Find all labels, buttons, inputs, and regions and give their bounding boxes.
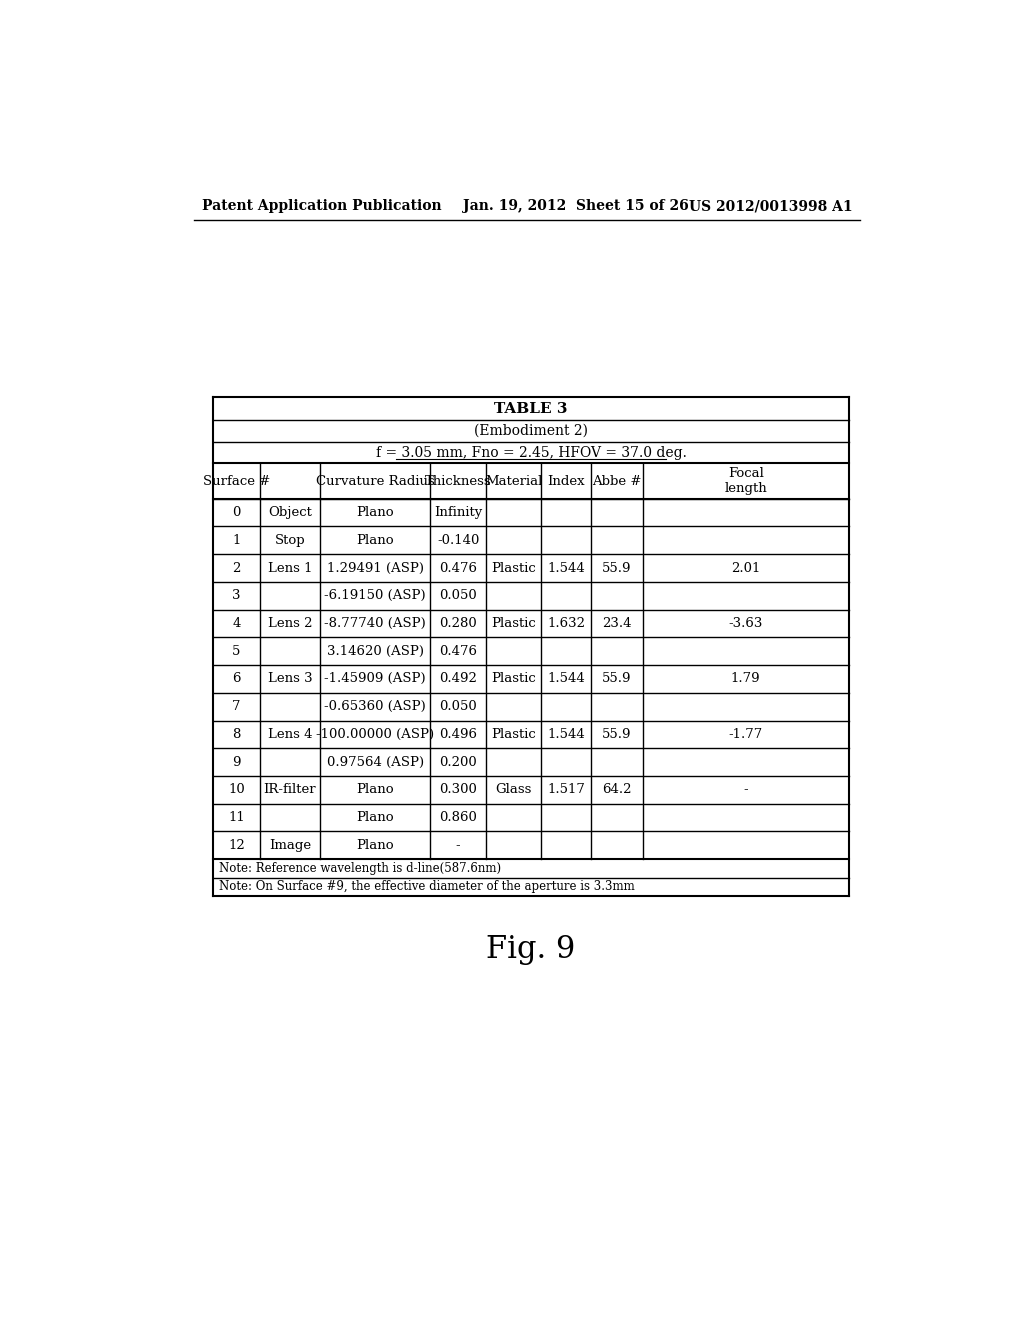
Text: IR-filter: IR-filter [263, 783, 316, 796]
Text: -3.63: -3.63 [728, 616, 763, 630]
Text: Stop: Stop [274, 533, 305, 546]
Text: US 2012/0013998 A1: US 2012/0013998 A1 [689, 199, 853, 213]
Text: f = 3.05 mm, Fno = 2.45, HFOV = 37.0 deg.: f = 3.05 mm, Fno = 2.45, HFOV = 37.0 deg… [376, 446, 686, 459]
Text: 0.476: 0.476 [439, 644, 477, 657]
Text: 55.9: 55.9 [602, 561, 632, 574]
Text: -6.19150 (ASP): -6.19150 (ASP) [325, 589, 426, 602]
Text: Lens 2: Lens 2 [267, 616, 312, 630]
Text: -1.77: -1.77 [728, 727, 763, 741]
Text: 0.300: 0.300 [439, 783, 477, 796]
Text: Plastic: Plastic [492, 672, 536, 685]
Text: Index: Index [548, 474, 585, 487]
Text: 1.29491 (ASP): 1.29491 (ASP) [327, 561, 424, 574]
Text: 0.200: 0.200 [439, 755, 477, 768]
Text: 0: 0 [232, 506, 241, 519]
Text: Infinity: Infinity [434, 506, 482, 519]
Text: Abbe #: Abbe # [592, 474, 642, 487]
Text: 1.544: 1.544 [548, 672, 585, 685]
Text: -: - [743, 783, 748, 796]
Text: 64.2: 64.2 [602, 783, 632, 796]
Text: 9: 9 [232, 755, 241, 768]
Text: 0.050: 0.050 [439, 589, 477, 602]
Text: 12: 12 [228, 838, 245, 851]
Text: 11: 11 [228, 810, 245, 824]
Text: 1: 1 [232, 533, 241, 546]
Text: 0.492: 0.492 [439, 672, 477, 685]
Text: -0.140: -0.140 [437, 533, 479, 546]
Text: Focal
length: Focal length [724, 467, 767, 495]
Text: TABLE 3: TABLE 3 [495, 401, 567, 416]
Text: Lens 1: Lens 1 [267, 561, 312, 574]
Text: Glass: Glass [496, 783, 531, 796]
Text: 0.476: 0.476 [439, 561, 477, 574]
Text: -100.00000 (ASP): -100.00000 (ASP) [316, 727, 434, 741]
Text: 1.517: 1.517 [547, 783, 585, 796]
Text: Plano: Plano [356, 838, 394, 851]
Text: 3.14620 (ASP): 3.14620 (ASP) [327, 644, 424, 657]
Text: 8: 8 [232, 727, 241, 741]
Text: Plano: Plano [356, 810, 394, 824]
Text: (Embodiment 2): (Embodiment 2) [474, 424, 588, 438]
Text: 0.280: 0.280 [439, 616, 477, 630]
Text: Plano: Plano [356, 506, 394, 519]
Text: 7: 7 [232, 700, 241, 713]
Text: 1.79: 1.79 [731, 672, 761, 685]
Text: -8.77740 (ASP): -8.77740 (ASP) [325, 616, 426, 630]
Text: 1.544: 1.544 [548, 727, 585, 741]
Text: 1.544: 1.544 [548, 561, 585, 574]
Text: 23.4: 23.4 [602, 616, 632, 630]
Text: Lens 4: Lens 4 [267, 727, 312, 741]
Text: Plastic: Plastic [492, 561, 536, 574]
Text: Curvature Radius: Curvature Radius [315, 474, 434, 487]
Text: 0.496: 0.496 [439, 727, 477, 741]
Text: 3: 3 [232, 589, 241, 602]
Text: Image: Image [269, 838, 311, 851]
Text: 4: 4 [232, 616, 241, 630]
Text: 6: 6 [232, 672, 241, 685]
Text: Note: On Surface #9, the effective diameter of the aperture is 3.3mm: Note: On Surface #9, the effective diame… [219, 880, 635, 894]
Text: Lens 3: Lens 3 [267, 672, 312, 685]
Text: 2: 2 [232, 561, 241, 574]
Text: -1.45909 (ASP): -1.45909 (ASP) [325, 672, 426, 685]
Text: Fig. 9: Fig. 9 [486, 935, 575, 965]
Text: -: - [456, 838, 461, 851]
Text: 1.632: 1.632 [547, 616, 586, 630]
Text: Thickness: Thickness [425, 474, 492, 487]
Text: Surface #: Surface # [203, 474, 270, 487]
Text: Plano: Plano [356, 533, 394, 546]
Text: 0.97564 (ASP): 0.97564 (ASP) [327, 755, 424, 768]
Text: Plano: Plano [356, 783, 394, 796]
Text: 5: 5 [232, 644, 241, 657]
Text: Plastic: Plastic [492, 616, 536, 630]
Text: Object: Object [268, 506, 312, 519]
Text: Jan. 19, 2012  Sheet 15 of 26: Jan. 19, 2012 Sheet 15 of 26 [463, 199, 688, 213]
Text: 55.9: 55.9 [602, 672, 632, 685]
Text: 10: 10 [228, 783, 245, 796]
Text: Patent Application Publication: Patent Application Publication [202, 199, 441, 213]
Text: 2.01: 2.01 [731, 561, 761, 574]
Text: -0.65360 (ASP): -0.65360 (ASP) [325, 700, 426, 713]
Text: Material: Material [485, 474, 543, 487]
Text: 0.050: 0.050 [439, 700, 477, 713]
Text: Plastic: Plastic [492, 727, 536, 741]
Text: 0.860: 0.860 [439, 810, 477, 824]
Text: 55.9: 55.9 [602, 727, 632, 741]
Text: Note: Reference wavelength is d-line(587.6nm): Note: Reference wavelength is d-line(587… [219, 862, 502, 875]
